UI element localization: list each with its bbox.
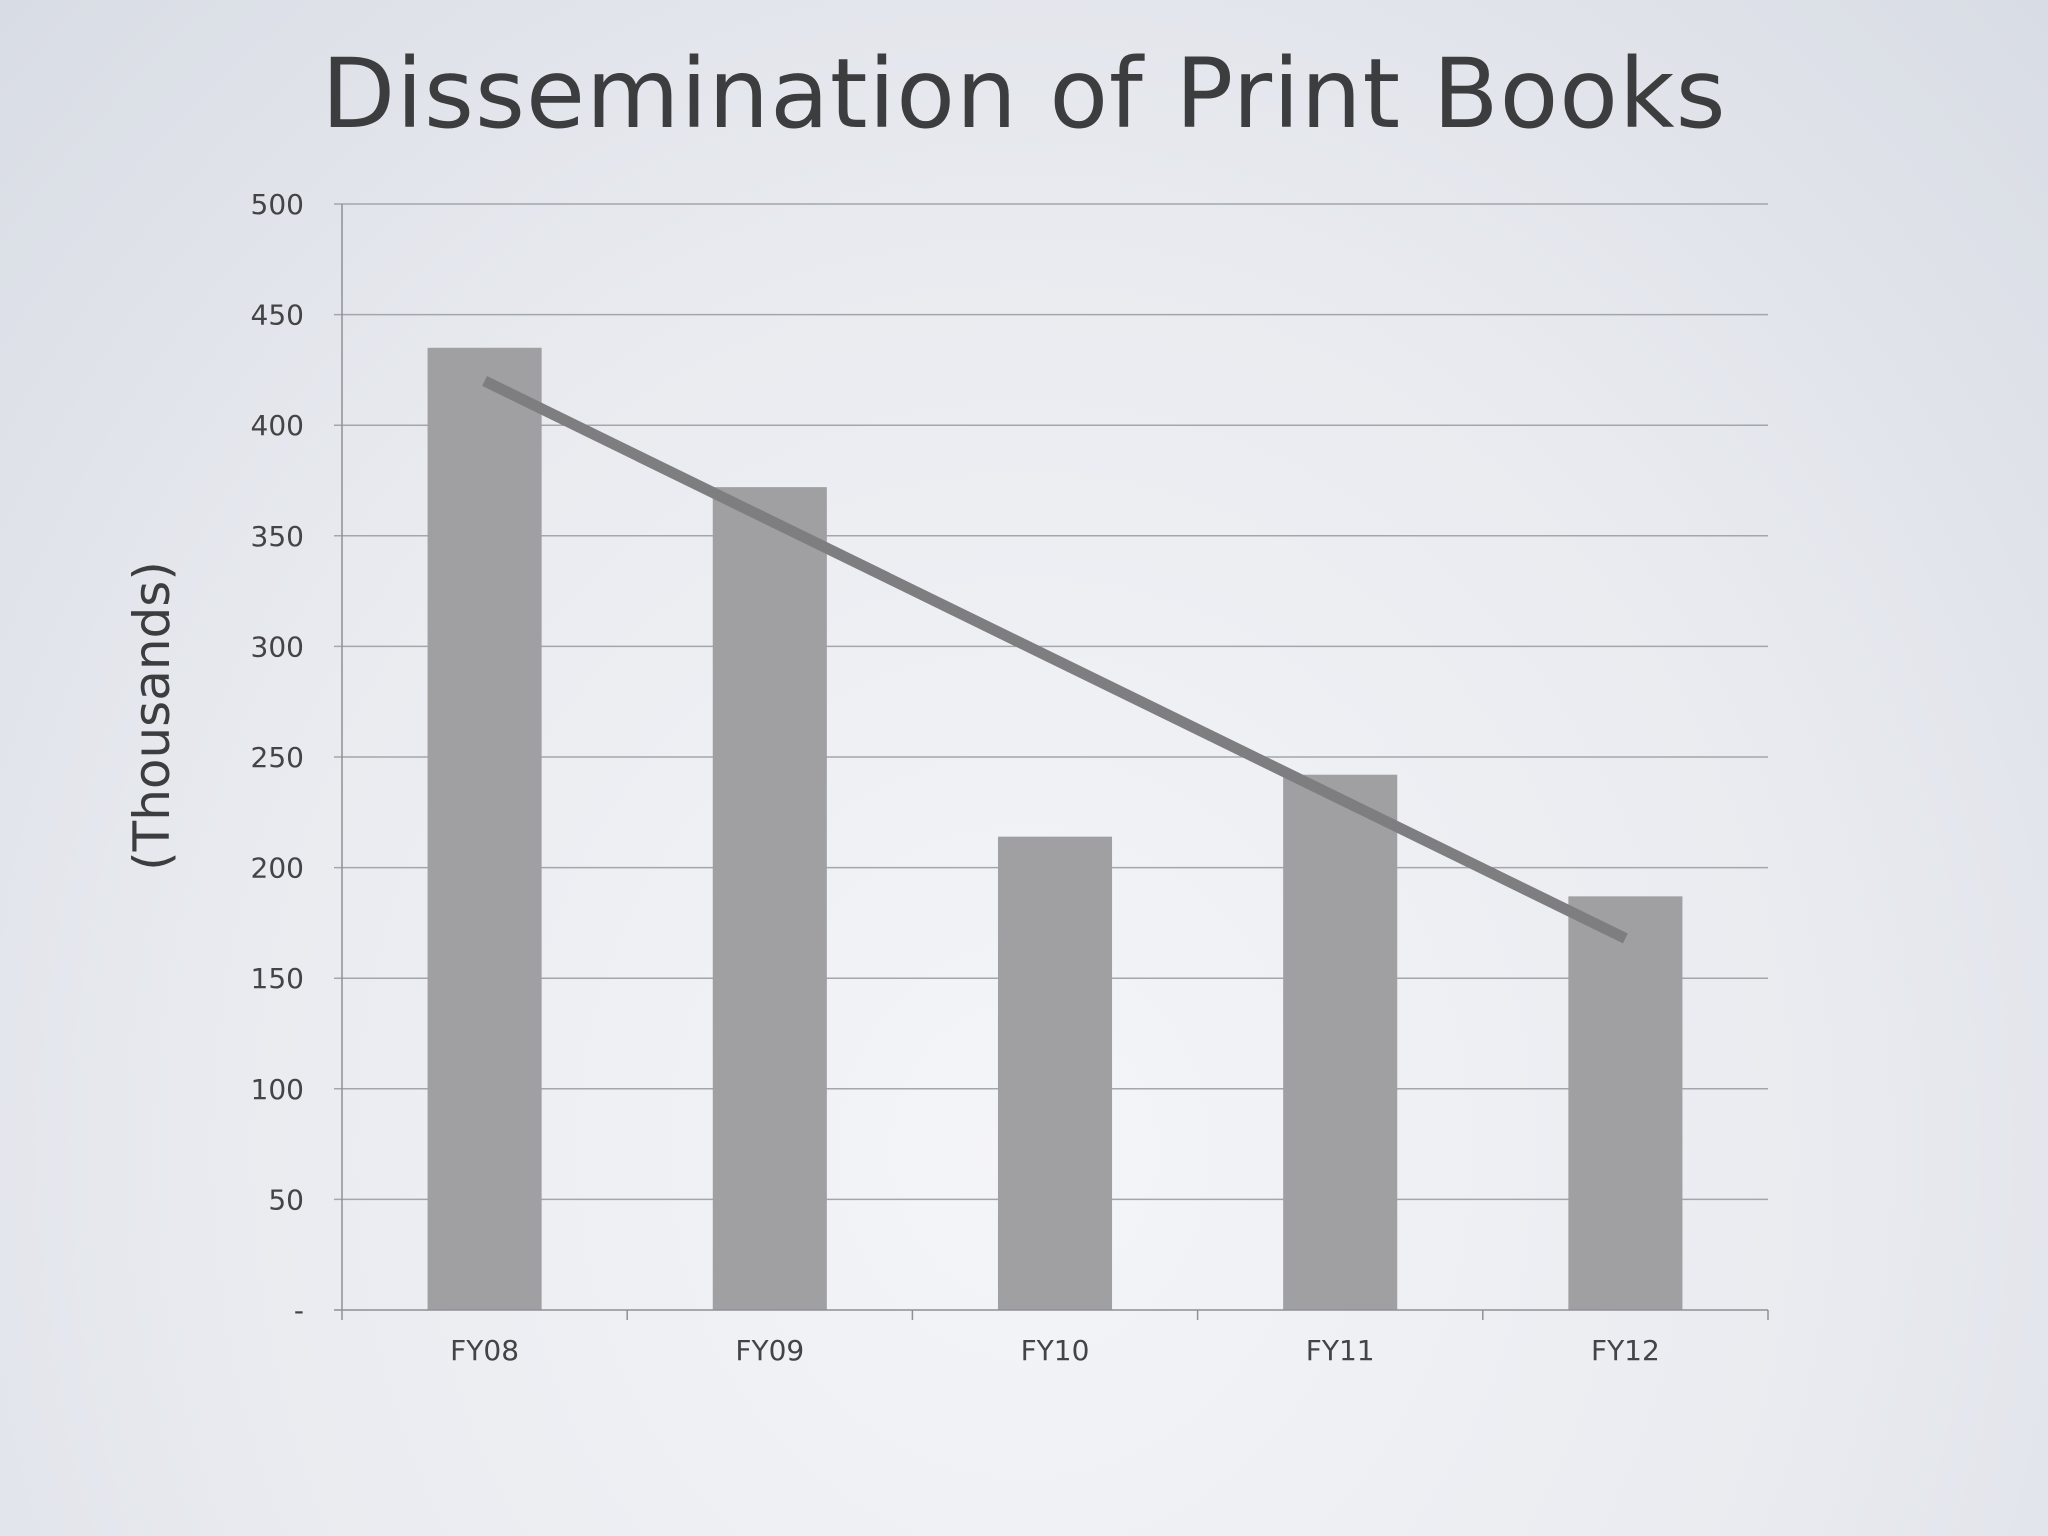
- y-tick-label: 250: [251, 741, 304, 774]
- y-tick-label: 200: [251, 852, 304, 885]
- axes: [334, 204, 1769, 1320]
- bars: [427, 347, 1683, 1310]
- y-tick-label: 350: [251, 520, 304, 553]
- bar-fy10: [997, 836, 1113, 1310]
- bar-fy11: [1283, 774, 1398, 1310]
- x-tick-label: FY09: [735, 1334, 804, 1367]
- tick-labels: - 50 100 150 200 250 300 350 400 450 500 FY08 FY09 FY…: [251, 188, 1660, 1367]
- bar-fy12: [1568, 896, 1683, 1310]
- y-tick-label: 500: [251, 188, 304, 221]
- x-tick-label: FY11: [1306, 1334, 1375, 1367]
- trendline: [482, 376, 1628, 944]
- x-tick-label: FY12: [1591, 1334, 1660, 1367]
- x-tick-label: FY10: [1021, 1334, 1090, 1367]
- bar-fy08: [427, 347, 542, 1310]
- y-tick-label: 450: [251, 299, 304, 332]
- y-tick-label: 100: [251, 1073, 304, 1106]
- bar-fy09: [712, 487, 827, 1310]
- y-tick-label: 150: [251, 962, 304, 995]
- trendline-group: [482, 376, 1628, 944]
- y-tick-label: 300: [251, 630, 304, 663]
- y-tick-label: 50: [268, 1183, 304, 1216]
- y-tick-label: -: [294, 1294, 304, 1327]
- x-tick-label: FY08: [450, 1334, 519, 1367]
- y-tick-label: 400: [251, 409, 304, 442]
- chart-title: Dissemination of Print Books: [321, 38, 1727, 150]
